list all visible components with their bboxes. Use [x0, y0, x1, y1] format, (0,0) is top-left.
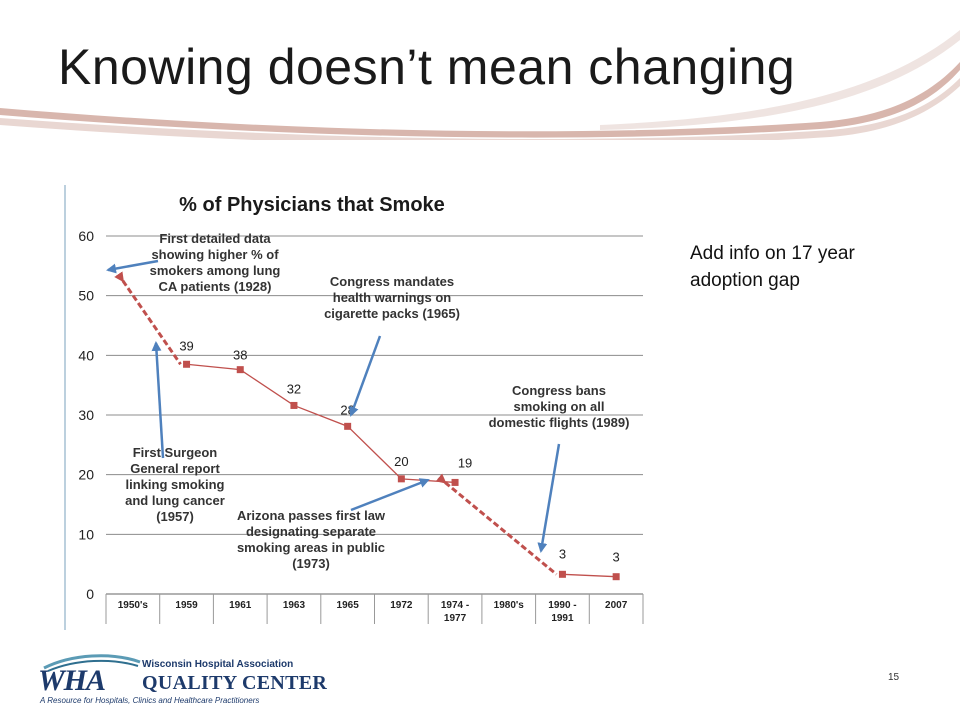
- data-point: [344, 422, 352, 430]
- chart-svg: % of Physicians that Smoke 0 10 20 30 40 50 60…: [63, 183, 648, 632]
- data-point: [183, 360, 191, 368]
- x-tick-label: 1961: [229, 600, 252, 611]
- page-number: 15: [888, 672, 900, 683]
- annotation-text: Congress mandates health warnings on cigar…: [324, 274, 460, 321]
- data-point: [236, 366, 244, 374]
- x-tick-label: 1974 -1977: [441, 600, 469, 624]
- y-tick-label: 20: [78, 467, 94, 483]
- dashed-trend-arrow: [114, 271, 182, 366]
- wha-logo: WHA Wisconsin Hospital Association QUALI…: [38, 650, 327, 710]
- data-label: 38: [233, 348, 247, 363]
- x-tick-label: 1950's: [118, 600, 149, 611]
- pointer-arrow: [151, 341, 165, 459]
- pointer-arrow: [349, 335, 382, 417]
- series-line: [562, 573, 617, 578]
- pointer-arrow: [537, 443, 561, 553]
- y-tick-label: 60: [78, 228, 94, 244]
- y-tick-label: 10: [78, 526, 94, 542]
- x-tick-label: 1972: [390, 600, 413, 611]
- annotation-text: First detailed data showing higher % of sm…: [150, 231, 281, 294]
- chart: % of Physicians that Smoke 0 10 20 30 40 50 60…: [63, 183, 648, 632]
- y-tick-label: 0: [86, 586, 94, 602]
- data-label: 3: [559, 546, 566, 561]
- logo-mark: WHA: [38, 664, 106, 697]
- data-label: 19: [458, 455, 472, 470]
- dashed-trend-arrow: [435, 473, 558, 576]
- pointer-arrow: [350, 478, 430, 512]
- header-swoosh: [0, 30, 960, 140]
- x-tick-label: 1959: [175, 600, 198, 611]
- y-tick-label: 50: [78, 288, 94, 304]
- slide-title: Knowing doesn’t mean changing: [58, 39, 796, 95]
- y-tick-label: 30: [78, 407, 94, 423]
- data-label: 20: [394, 454, 408, 469]
- data-label: 3: [613, 550, 620, 565]
- logo-tagline: A Resource for Hospitals, Clinics and He…: [40, 696, 260, 705]
- x-tick-label: 1965: [337, 600, 360, 611]
- annotation-text: Arizona passes first law designating sepa…: [237, 508, 386, 571]
- data-point: [451, 478, 459, 486]
- data-point: [397, 475, 405, 483]
- y-tick-label: 40: [78, 347, 94, 363]
- data-point: [290, 401, 298, 409]
- chart-title: % of Physicians that Smoke: [179, 194, 445, 216]
- x-tick-label: 2007: [605, 600, 628, 611]
- x-tick-label: 1980's: [494, 600, 525, 611]
- data-point: [558, 570, 566, 578]
- logo-org-name: Wisconsin Hospital Association: [142, 659, 294, 670]
- data-point: [612, 573, 620, 581]
- speaker-note: Add info on 17 year adoption gap: [690, 243, 855, 291]
- series-line: [186, 363, 456, 484]
- x-tick-label: 1990 -1991: [548, 600, 576, 624]
- x-tick-label: 1963: [283, 600, 306, 611]
- data-label: 39: [179, 338, 193, 353]
- annotation-text: First Surgeon General report linking smoki…: [125, 445, 225, 524]
- logo-swoosh-icon: [43, 654, 141, 672]
- logo-product: QUALITY CENTER: [142, 672, 328, 694]
- data-label: 32: [287, 381, 301, 396]
- pointer-arrow: [106, 259, 159, 274]
- annotation-text: Congress bans smoking on all domestic flig…: [489, 383, 630, 430]
